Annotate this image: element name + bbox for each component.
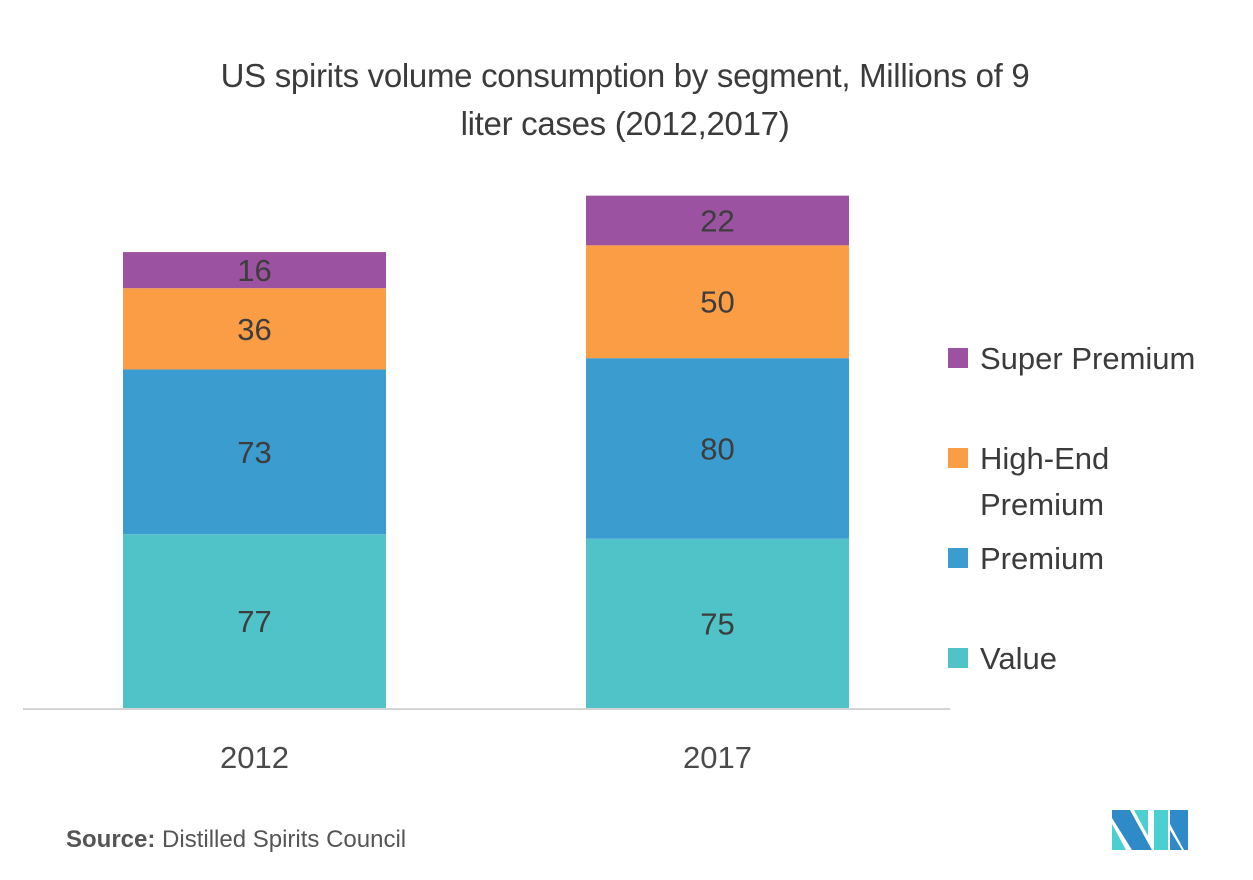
legend-swatch-high-end-premium	[948, 448, 968, 468]
data-label-value-2017: 75	[700, 606, 734, 641]
data-label-super-premium-2017: 22	[700, 203, 734, 238]
data-label-high-end-premium-2012: 36	[237, 312, 271, 347]
bar-segment-super-premium-2017	[586, 195, 849, 246]
legend-swatch-value	[948, 648, 968, 668]
source-text: Distilled Spirits Council	[162, 826, 407, 853]
legend-swatch-premium	[948, 548, 968, 568]
legend-item-value[interactable]: Value	[948, 636, 1220, 682]
bar-segment-high-end-premium-2017	[586, 245, 849, 359]
source-note: Source: Distilled Spirits Council	[66, 826, 406, 854]
chart-title-line-1: US spirits volume consumption by segment…	[220, 57, 1030, 94]
x-tick-label-2012: 2012	[220, 740, 289, 775]
legend-item-high-end-premium[interactable]: High-End Premium	[948, 436, 1140, 528]
chart-title-line-2: liter cases (2012,2017)	[460, 105, 790, 142]
bar-segment-super-premium-2012	[123, 252, 386, 289]
legend-label: Value	[980, 641, 1057, 676]
bars-group: 77 73 36 16 75 80 50 22	[123, 195, 849, 708]
bar-segment-high-end-premium-2012	[123, 288, 386, 370]
legend-swatch-super-premium	[948, 348, 968, 368]
bar-segment-value-2012	[123, 534, 386, 708]
data-label-premium-2017: 80	[700, 431, 734, 466]
bar-segment-premium-2012	[123, 369, 386, 535]
data-label-value-2012: 77	[237, 604, 271, 639]
brand-logo-icon	[1112, 810, 1188, 850]
legend-label: Premium	[980, 541, 1105, 576]
source-prefix: Source:	[66, 826, 156, 853]
x-tick-labels: 2012 2017	[220, 740, 752, 775]
bar-segment-value-2017	[586, 538, 849, 708]
x-tick-label-2017: 2017	[683, 740, 752, 775]
legend-item-super-premium[interactable]: Super Premium	[948, 336, 1220, 382]
bar-segment-premium-2017	[586, 358, 849, 539]
legend-item-premium[interactable]: Premium	[948, 536, 1220, 582]
legend-label: Super Premium	[980, 341, 1196, 376]
chart-title: US spirits volume consumption by segment…	[100, 52, 1150, 148]
legend-label: High-End Premium	[980, 441, 1110, 522]
data-label-premium-2012: 73	[237, 435, 271, 470]
data-label-super-premium-2012: 16	[237, 253, 271, 288]
data-label-high-end-premium-2017: 50	[700, 285, 734, 320]
